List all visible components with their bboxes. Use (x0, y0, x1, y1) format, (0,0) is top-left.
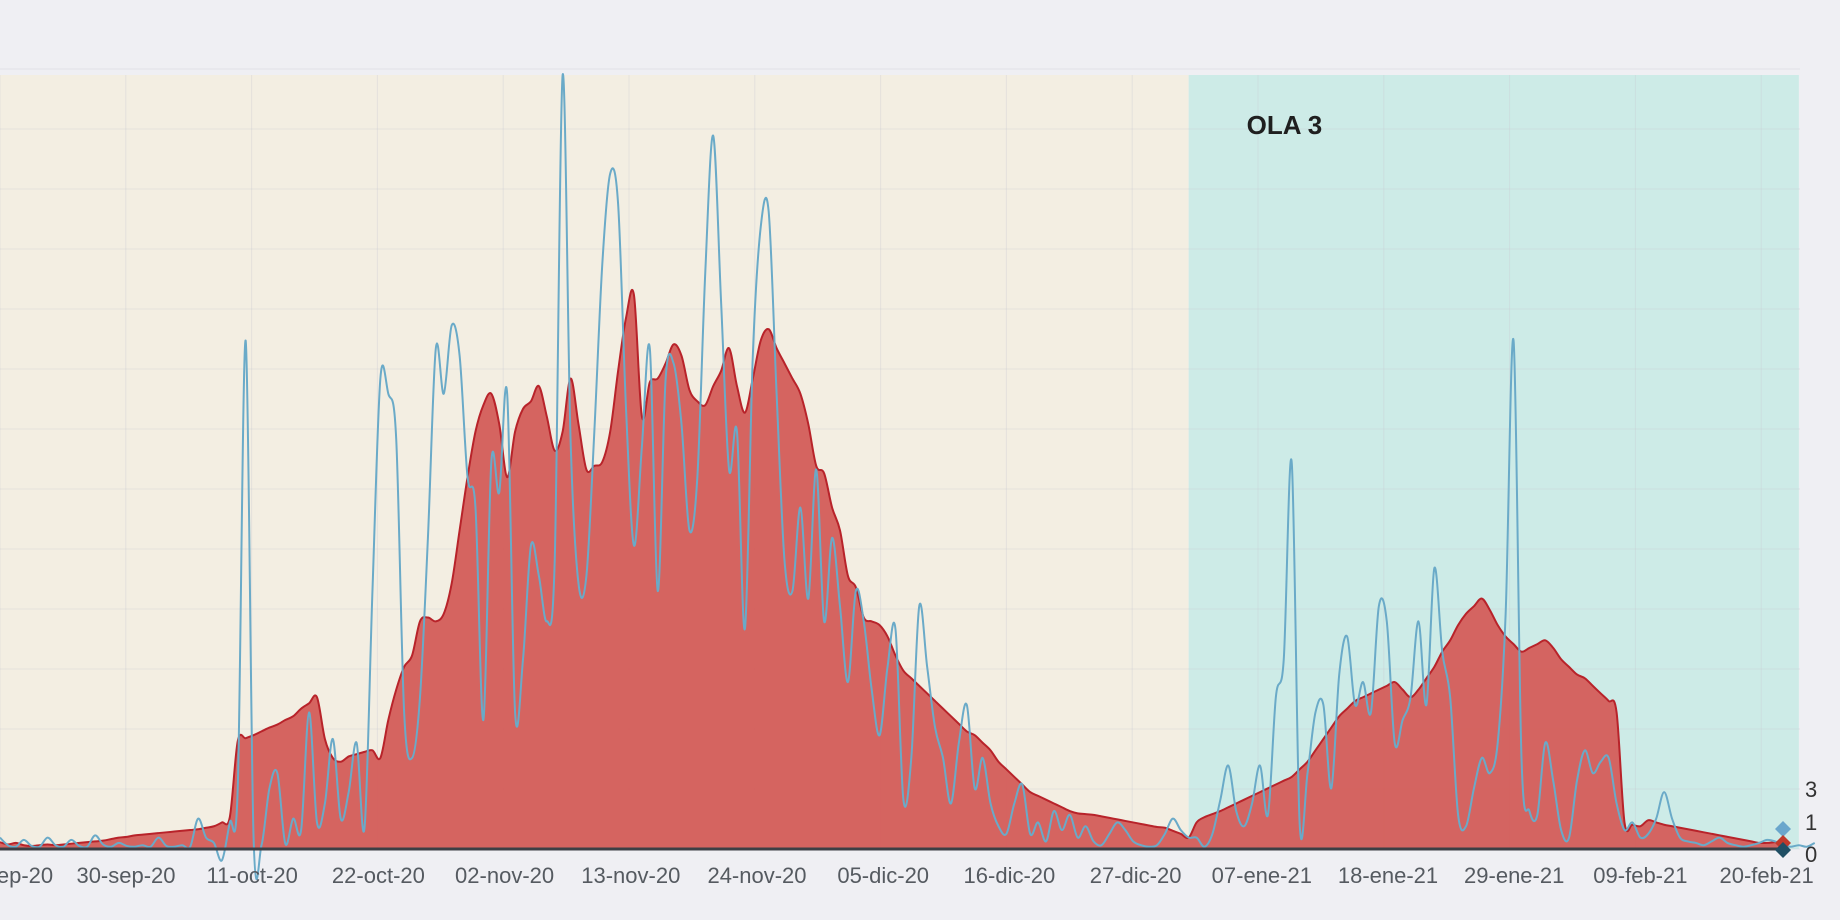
band-labels: OLA 3 (1247, 110, 1323, 140)
end-markers (1775, 821, 1791, 858)
x-tick-label: 29-ene-21 (1464, 863, 1564, 888)
x-tick-label: 18-ene-21 (1338, 863, 1438, 888)
x-tick-label: 20-feb-21 (1720, 863, 1814, 888)
x-tick-label: 13-nov-20 (581, 863, 680, 888)
x-tick-label: 16-dic-20 (964, 863, 1056, 888)
band-label-1: OLA 3 (1247, 110, 1323, 140)
x-axis: ep-20 30-sep-20 11-oct-20 22-oct-20 02-nov-2… (0, 847, 1814, 888)
x-tick-label: 07-ene-21 (1212, 863, 1312, 888)
y-tick-label: 1 (1805, 810, 1817, 835)
area-series-fill (0, 289, 1783, 850)
x-tick-label: 30-sep-20 (76, 863, 175, 888)
end-marker-2 (1775, 842, 1791, 858)
x-tick-label: 27-dic-20 (1090, 863, 1182, 888)
x-tick-label: 09-feb-21 (1593, 863, 1687, 888)
end-marker-0 (1775, 821, 1791, 837)
x-tick-label: 05-dic-20 (837, 863, 929, 888)
x-tick-label: 22-oct-20 (332, 863, 425, 888)
line-series (0, 73, 1816, 881)
y-tick-label: 3 (1805, 777, 1817, 802)
x-tick-label: 02-nov-20 (455, 863, 554, 888)
x-tick-label: 24-nov-20 (707, 863, 806, 888)
y-axis: 0 1 3 (1805, 777, 1817, 867)
y-tick-label: 0 (1805, 842, 1817, 867)
x-tick-label: 11-oct-20 (207, 863, 298, 888)
x-tick-label: ep-20 (0, 863, 53, 888)
line-series-layer (0, 73, 1816, 881)
